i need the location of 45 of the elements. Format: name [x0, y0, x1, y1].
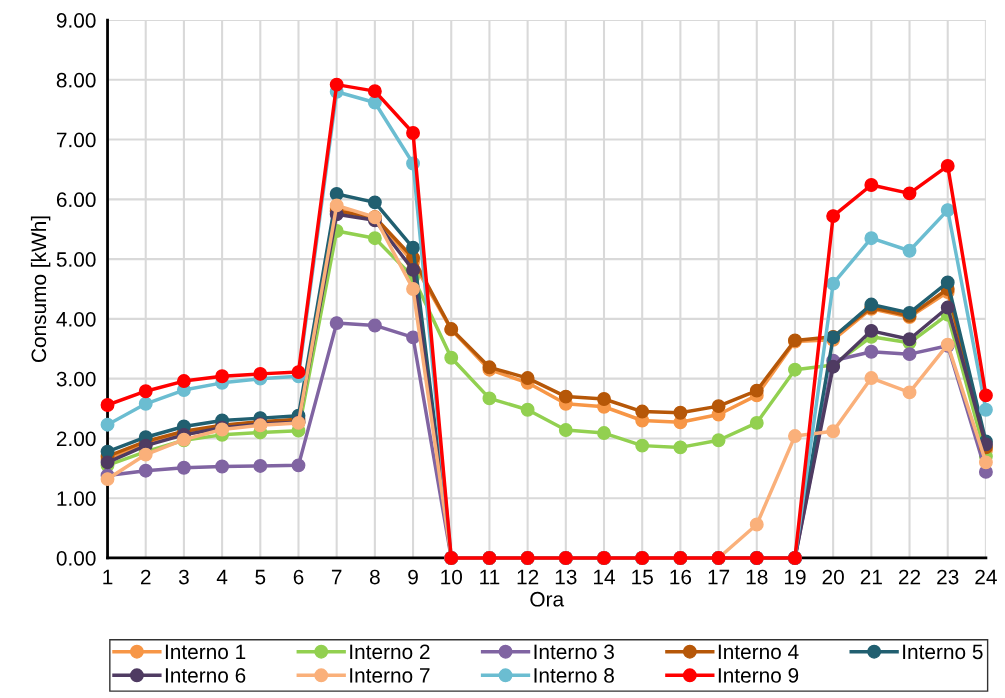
x-tick-label: 14	[594, 569, 615, 585]
y-tick-label: 4.00	[56, 311, 96, 327]
x-tick-label: 20	[822, 569, 844, 585]
x-tick-label: 10	[441, 569, 463, 585]
y-tick-label: 7.00	[56, 132, 96, 148]
y-tick-label: 1.00	[57, 491, 96, 506]
legend-label: Interno 1	[165, 644, 246, 660]
legend-label: Interno 3	[534, 644, 614, 660]
y-tick-label: 9.00	[56, 13, 96, 28]
legend-label: Interno 7	[350, 668, 430, 683]
legend-label: Interno 2	[350, 644, 430, 660]
x-tick-label: 8	[369, 569, 380, 585]
x-tick-label: 1	[103, 569, 113, 585]
x-tick-label: 9	[408, 569, 418, 585]
x-tick-label: 2	[140, 569, 151, 585]
x-tick-label: 15	[632, 569, 653, 585]
legend-label: Interno 9	[718, 668, 799, 683]
x-tick-label: 16	[670, 569, 692, 585]
x-tick-label: 4	[216, 569, 228, 585]
y-axis-title: Consumo [kWh]	[30, 216, 51, 363]
legend-label: Interno 8	[534, 668, 614, 683]
x-tick-label: 23	[937, 569, 959, 585]
y-tick-label: 2.00	[56, 431, 96, 447]
x-tick-label: 19	[784, 569, 806, 585]
x-tick-label: 18	[746, 569, 768, 585]
x-tick-label: 11	[480, 569, 500, 585]
y-tick-label: 6.00	[56, 192, 96, 208]
x-tick-label: 6	[293, 569, 304, 585]
legend-label: Interno 5	[903, 644, 983, 660]
y-tick-label: 5.00	[56, 252, 96, 267]
x-tick-label: 5	[255, 569, 266, 585]
legend-label: Interno 6	[165, 668, 246, 683]
legend-label: Interno 4	[718, 644, 799, 660]
x-tick-label: 17	[708, 569, 730, 585]
x-tick-label: 22	[898, 569, 921, 585]
x-tick-label: 12	[517, 569, 539, 585]
x-tick-label: 7	[331, 569, 342, 585]
x-tick-label: 3	[178, 569, 189, 585]
x-tick-label: 21	[860, 569, 882, 585]
y-tick-label: 3.00	[56, 371, 96, 387]
x-tick-label: 24	[975, 569, 997, 585]
y-tick-label: 8.00	[56, 72, 96, 88]
x-tick-label: 13	[555, 569, 577, 585]
y-tick-label: 0.00	[56, 550, 96, 566]
x-axis-title: Ora	[530, 591, 565, 607]
